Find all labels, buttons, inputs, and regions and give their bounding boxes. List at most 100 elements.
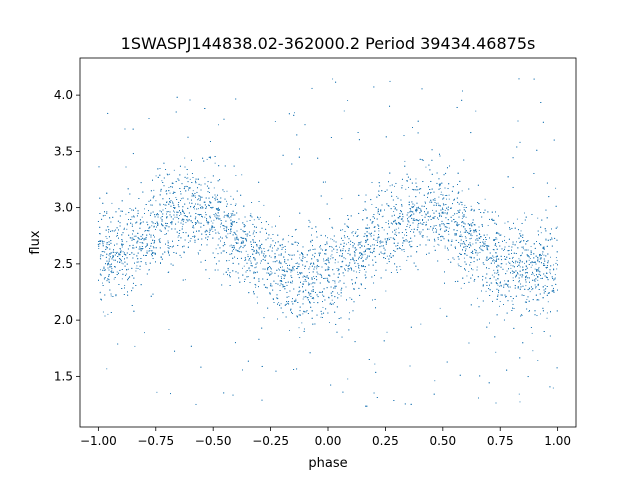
data-point (414, 204, 416, 206)
data-point (242, 267, 243, 269)
data-point (282, 239, 284, 241)
data-point (168, 211, 170, 213)
data-point (330, 238, 332, 240)
data-point (499, 305, 500, 307)
data-point (165, 190, 167, 192)
data-point (538, 299, 540, 301)
data-point (316, 268, 318, 270)
data-point (377, 212, 379, 214)
data-point (511, 300, 513, 302)
data-point (364, 253, 366, 255)
data-point (453, 258, 455, 260)
data-point (438, 244, 440, 246)
data-point (443, 223, 445, 224)
data-point (218, 124, 219, 126)
data-point (277, 248, 279, 250)
data-point (434, 380, 436, 382)
data-point (99, 291, 101, 293)
data-point (141, 216, 143, 218)
data-point (185, 222, 187, 224)
data-point (332, 78, 334, 80)
data-point (433, 216, 435, 218)
data-point (442, 203, 444, 205)
data-point (247, 276, 249, 278)
data-point (226, 190, 228, 192)
data-point (505, 263, 507, 265)
data-point (268, 249, 270, 251)
data-point (260, 262, 261, 264)
data-point (145, 264, 147, 265)
data-point (408, 186, 409, 188)
data-point (380, 245, 382, 247)
data-point (491, 274, 493, 276)
data-point (347, 100, 349, 101)
data-point (250, 260, 252, 262)
data-point (209, 228, 211, 230)
data-point (360, 252, 362, 254)
data-point (451, 239, 453, 241)
data-point (556, 226, 558, 228)
data-point (532, 350, 534, 352)
data-point (270, 270, 272, 272)
data-point (476, 254, 478, 256)
data-point (133, 235, 135, 237)
data-point (208, 277, 210, 279)
data-point (116, 235, 117, 237)
data-point (456, 223, 458, 225)
data-point (100, 258, 102, 260)
data-point (406, 259, 408, 261)
data-point (550, 256, 551, 258)
data-point (139, 268, 141, 270)
data-point (124, 285, 126, 286)
data-point (462, 216, 464, 218)
data-point (366, 236, 368, 238)
data-point (263, 204, 265, 206)
data-point (169, 173, 171, 175)
data-point (345, 258, 347, 260)
data-point (540, 232, 542, 234)
data-point (415, 178, 417, 180)
data-point (347, 378, 349, 380)
data-point (280, 303, 282, 305)
data-point (551, 237, 553, 239)
data-point (518, 280, 520, 281)
data-point (355, 231, 357, 233)
data-point (308, 282, 309, 284)
data-point (255, 286, 257, 288)
data-point (121, 278, 123, 280)
data-point (512, 273, 514, 274)
data-point (186, 177, 188, 179)
data-point (343, 275, 345, 277)
data-point (236, 235, 238, 237)
data-point (291, 268, 293, 270)
data-point (231, 245, 233, 247)
data-point (227, 233, 229, 235)
data-point (317, 259, 319, 261)
data-point (144, 230, 146, 232)
data-point (543, 254, 545, 256)
data-point (228, 217, 230, 219)
data-point (253, 290, 255, 292)
data-point (303, 281, 305, 283)
data-point (328, 267, 330, 269)
data-point (396, 248, 398, 250)
data-point (280, 262, 282, 264)
data-point (422, 236, 424, 238)
data-point (334, 262, 336, 264)
data-point (245, 250, 247, 252)
data-point (400, 218, 402, 220)
data-point (223, 273, 225, 275)
data-point (155, 175, 157, 177)
data-point (323, 260, 325, 262)
data-point (123, 253, 125, 255)
data-point (495, 252, 497, 254)
data-point (531, 289, 533, 291)
data-point (250, 213, 252, 215)
data-point (349, 312, 350, 314)
data-point (537, 217, 539, 219)
data-point (328, 260, 330, 262)
data-point (183, 211, 184, 213)
data-point (520, 314, 522, 315)
data-point (226, 225, 228, 227)
data-point (500, 263, 502, 265)
